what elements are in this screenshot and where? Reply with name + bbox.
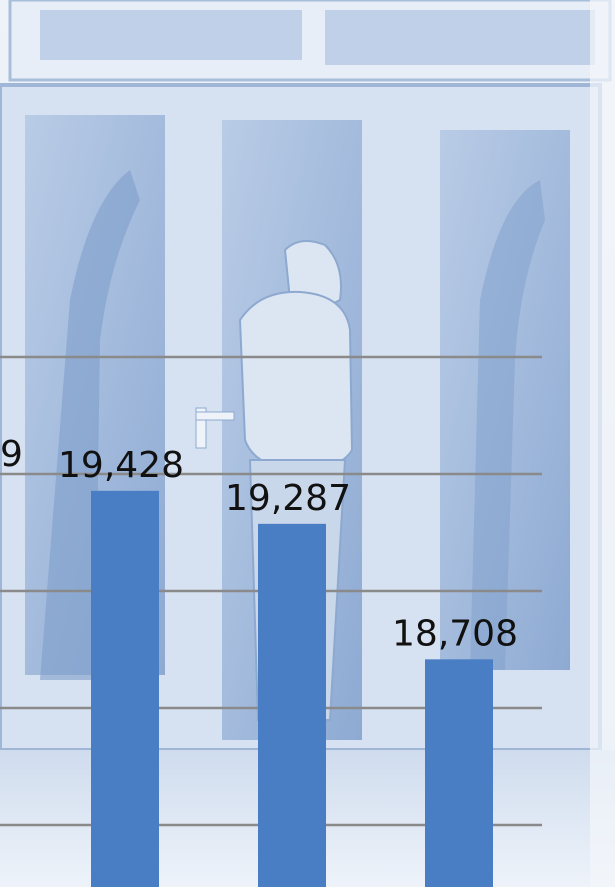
bar-value-label: 19,428	[58, 445, 184, 486]
door-handle	[195, 407, 207, 449]
tree-silhouette-left	[40, 170, 140, 680]
tree-silhouette-right	[470, 180, 545, 670]
bar-value-label: 18,708	[392, 613, 518, 654]
bar-value-label: 9	[0, 434, 23, 475]
bars	[91, 490, 493, 887]
bar	[258, 523, 326, 887]
transom-glass-right	[325, 10, 595, 65]
transom-glass-left	[40, 10, 302, 60]
vignette-right	[590, 0, 615, 887]
data-labels: 9 19,428 19,287 18,708	[0, 434, 518, 654]
door-handle-lever	[195, 411, 235, 421]
bar	[91, 490, 159, 887]
bar-value-label: 19,287	[225, 478, 351, 519]
bar	[425, 659, 493, 887]
